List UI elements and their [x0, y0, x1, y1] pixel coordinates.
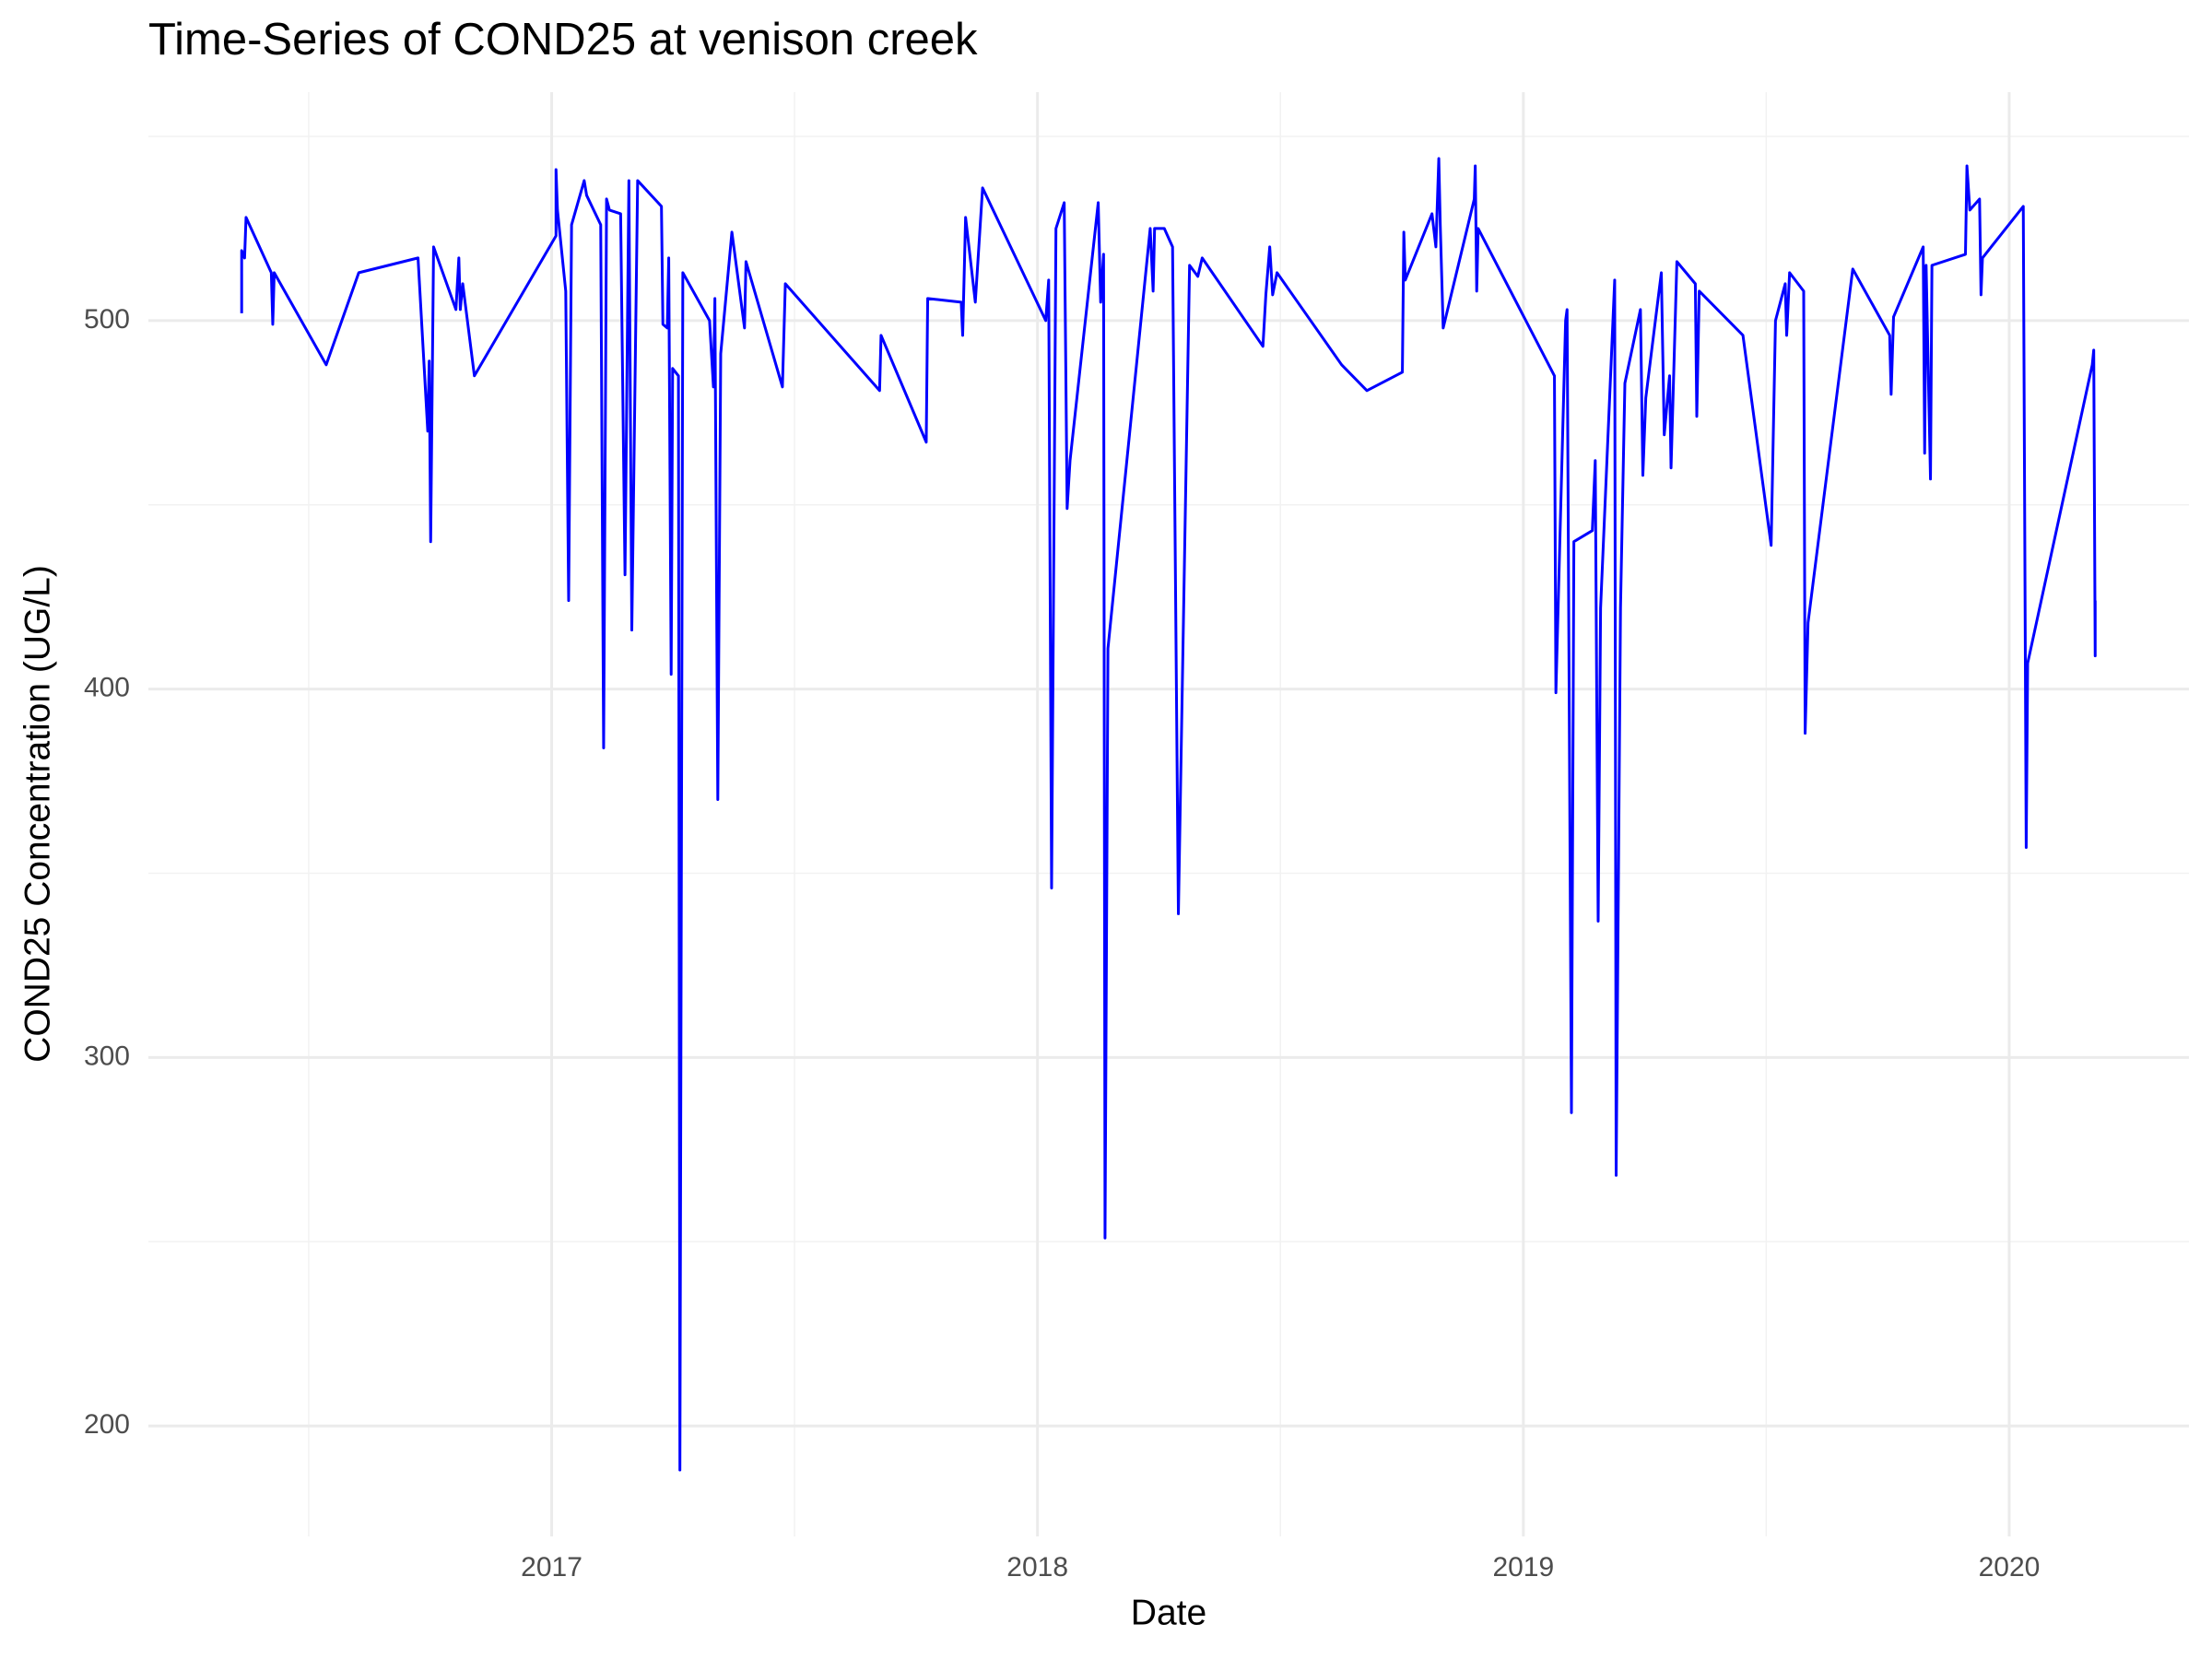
- x-tick-label: 2020: [1979, 1552, 2041, 1583]
- data-line: [240, 157, 2097, 1472]
- x-tick-label: 2017: [521, 1552, 582, 1583]
- x-tick-label: 2019: [1492, 1552, 1554, 1583]
- y-tick-label: 200: [84, 1409, 130, 1440]
- y-tick-label: 300: [84, 1041, 130, 1071]
- y-axis-title: COND25 Concentration (UG/L): [18, 565, 57, 1063]
- y-tick-label: 400: [84, 673, 130, 703]
- y-tick-label: 500: [84, 304, 130, 335]
- x-tick-label: 2018: [1006, 1552, 1068, 1583]
- x-axis-title: Date: [1131, 1593, 1206, 1632]
- chart-title: Time-Series of COND25 at venison creek: [148, 15, 978, 65]
